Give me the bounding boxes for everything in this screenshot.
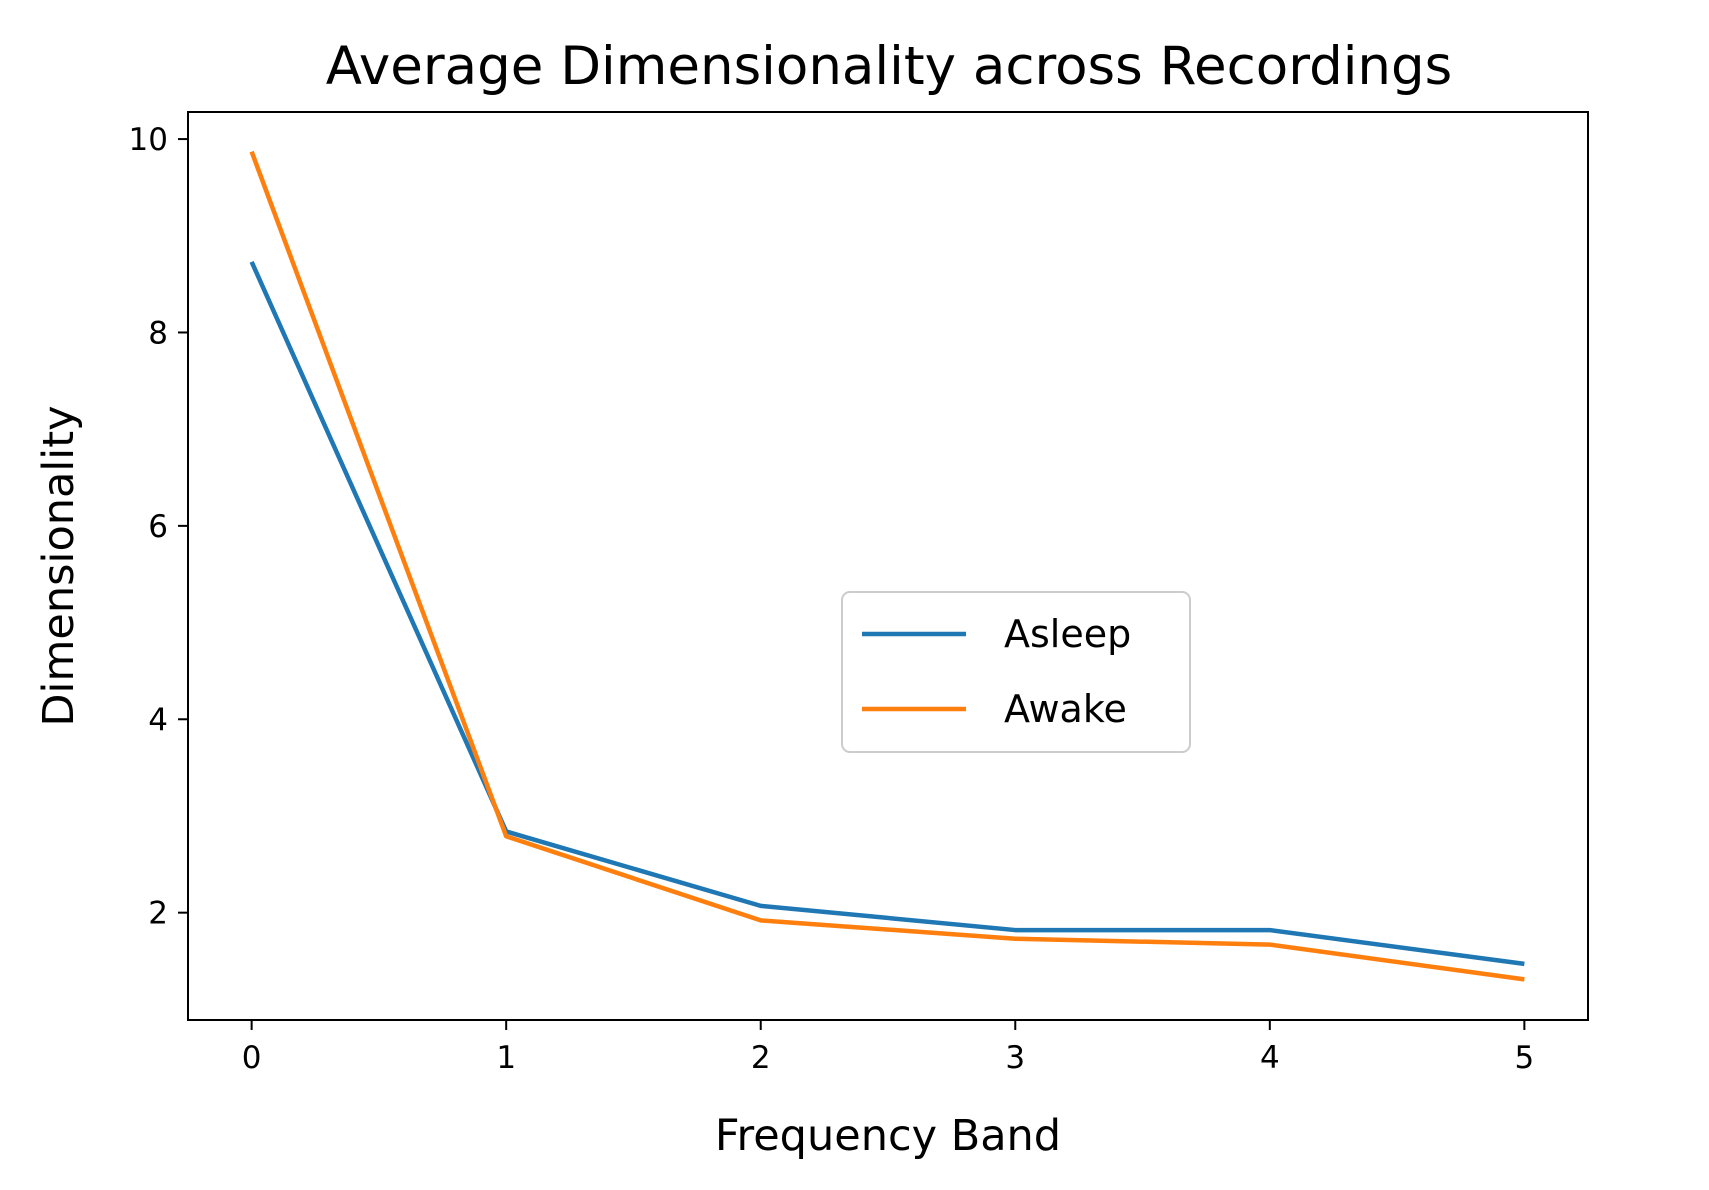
x-tick-label: 3: [1005, 1040, 1025, 1076]
y-axis-label: Dimensionality: [34, 405, 84, 726]
y-tick-label: 6: [148, 509, 168, 545]
y-tick-label: 2: [148, 896, 168, 932]
x-tick-label: 0: [242, 1040, 262, 1076]
x-tick-label: 4: [1260, 1040, 1280, 1076]
chart-title: Average Dimensionality across Recordings: [326, 36, 1453, 97]
x-tick-label: 1: [496, 1040, 516, 1076]
x-axis-ticks: 0 1 2 3 4 5: [242, 1020, 1534, 1076]
x-axis-label: Frequency Band: [715, 1111, 1061, 1161]
y-tick-label: 4: [148, 702, 168, 738]
plot-area-frame: [187, 111, 1589, 1021]
y-tick-label: 10: [129, 122, 168, 158]
legend: Asleep Awake: [841, 591, 1191, 753]
series-lines: [249, 150, 1525, 982]
series-line-asleep: [249, 260, 1525, 967]
x-tick-label: 2: [751, 1040, 771, 1076]
y-tick-label: 8: [148, 315, 168, 351]
x-tick-label: 5: [1514, 1040, 1534, 1076]
legend-label-awake: Awake: [1004, 687, 1127, 731]
legend-label-asleep: Asleep: [1004, 612, 1131, 656]
series-line-awake: [249, 150, 1525, 982]
y-axis-ticks: 2 4 6 8 10: [129, 122, 188, 932]
